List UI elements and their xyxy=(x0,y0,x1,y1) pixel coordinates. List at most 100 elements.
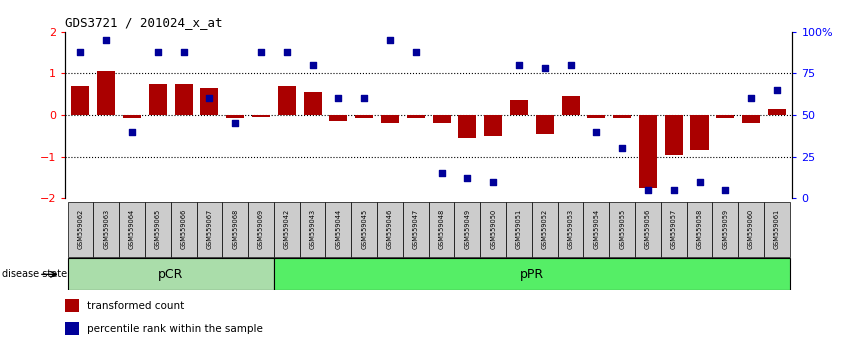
Text: GSM559065: GSM559065 xyxy=(155,209,161,249)
FancyBboxPatch shape xyxy=(377,202,403,257)
Point xyxy=(435,171,449,176)
Text: GSM559067: GSM559067 xyxy=(206,209,212,249)
Point xyxy=(461,176,475,181)
FancyBboxPatch shape xyxy=(197,202,223,257)
Text: GSM559068: GSM559068 xyxy=(232,209,238,249)
Point xyxy=(486,179,500,184)
Bar xyxy=(768,109,786,115)
Bar xyxy=(742,115,760,124)
FancyBboxPatch shape xyxy=(223,202,248,257)
FancyBboxPatch shape xyxy=(584,202,610,257)
Bar xyxy=(200,88,218,115)
Point xyxy=(615,145,629,151)
Bar xyxy=(484,115,502,136)
Text: GSM559051: GSM559051 xyxy=(516,209,522,249)
Bar xyxy=(639,115,657,188)
Bar xyxy=(536,115,553,134)
Bar xyxy=(432,115,450,124)
FancyBboxPatch shape xyxy=(558,202,584,257)
Text: GSM559069: GSM559069 xyxy=(258,209,264,249)
FancyBboxPatch shape xyxy=(120,202,145,257)
Point xyxy=(590,129,604,135)
Text: GSM559056: GSM559056 xyxy=(645,209,651,249)
Bar xyxy=(381,115,399,124)
FancyBboxPatch shape xyxy=(532,202,558,257)
FancyBboxPatch shape xyxy=(713,202,738,257)
FancyBboxPatch shape xyxy=(403,202,429,257)
Text: pCR: pCR xyxy=(158,268,184,281)
Bar xyxy=(613,115,631,118)
Text: GSM559046: GSM559046 xyxy=(387,209,393,249)
Point xyxy=(203,96,216,101)
Text: GSM559049: GSM559049 xyxy=(464,209,470,249)
FancyBboxPatch shape xyxy=(326,202,352,257)
Point xyxy=(641,187,655,193)
Point xyxy=(358,96,372,101)
Bar xyxy=(665,115,682,155)
Bar xyxy=(149,84,167,115)
Point xyxy=(564,62,578,68)
Text: GSM559064: GSM559064 xyxy=(129,209,135,249)
Text: GSM559052: GSM559052 xyxy=(542,209,548,249)
Text: GSM559048: GSM559048 xyxy=(438,209,444,249)
Text: GSM559050: GSM559050 xyxy=(490,209,496,249)
Bar xyxy=(587,115,605,118)
FancyBboxPatch shape xyxy=(455,202,481,257)
Point xyxy=(383,37,397,43)
Bar xyxy=(71,86,89,115)
Point xyxy=(229,120,242,126)
Bar xyxy=(304,92,321,115)
Bar xyxy=(278,86,296,115)
FancyBboxPatch shape xyxy=(506,202,532,257)
Bar xyxy=(123,115,141,118)
Bar xyxy=(355,115,373,118)
Bar xyxy=(65,299,80,312)
FancyBboxPatch shape xyxy=(661,202,687,257)
Text: GSM559060: GSM559060 xyxy=(748,209,754,249)
Text: GDS3721 / 201024_x_at: GDS3721 / 201024_x_at xyxy=(65,16,223,29)
FancyBboxPatch shape xyxy=(635,202,661,257)
Text: GSM559043: GSM559043 xyxy=(309,209,315,249)
Bar xyxy=(65,322,80,335)
FancyBboxPatch shape xyxy=(352,202,377,257)
FancyBboxPatch shape xyxy=(68,258,274,290)
Text: GSM559066: GSM559066 xyxy=(181,209,186,249)
Text: GSM559057: GSM559057 xyxy=(671,209,676,249)
Text: GSM559059: GSM559059 xyxy=(722,209,728,249)
Bar xyxy=(716,115,734,118)
Text: GSM559045: GSM559045 xyxy=(361,209,367,249)
Point xyxy=(100,37,113,43)
Point xyxy=(306,62,320,68)
Text: GSM559054: GSM559054 xyxy=(593,209,599,249)
Text: disease state: disease state xyxy=(2,269,67,279)
Point xyxy=(667,187,681,193)
FancyBboxPatch shape xyxy=(687,202,713,257)
Point xyxy=(719,187,733,193)
FancyBboxPatch shape xyxy=(248,202,274,257)
Point xyxy=(177,49,191,55)
Bar xyxy=(510,101,528,115)
Bar xyxy=(407,115,425,118)
Text: GSM559063: GSM559063 xyxy=(103,209,109,249)
Text: GSM559061: GSM559061 xyxy=(774,209,780,249)
Text: GSM559044: GSM559044 xyxy=(335,209,341,249)
Bar xyxy=(690,115,708,150)
Bar xyxy=(561,96,579,115)
Text: GSM559062: GSM559062 xyxy=(77,209,83,249)
Text: GSM559055: GSM559055 xyxy=(619,209,625,249)
Point xyxy=(254,49,268,55)
FancyBboxPatch shape xyxy=(300,202,326,257)
FancyBboxPatch shape xyxy=(171,202,197,257)
FancyBboxPatch shape xyxy=(481,202,506,257)
Text: percentile rank within the sample: percentile rank within the sample xyxy=(87,324,262,334)
FancyBboxPatch shape xyxy=(68,202,94,257)
FancyBboxPatch shape xyxy=(145,202,171,257)
Text: GSM559058: GSM559058 xyxy=(696,209,702,249)
FancyBboxPatch shape xyxy=(610,202,635,257)
Point xyxy=(693,179,707,184)
Bar xyxy=(175,84,192,115)
FancyBboxPatch shape xyxy=(738,202,764,257)
Text: GSM559047: GSM559047 xyxy=(413,209,419,249)
Point xyxy=(744,96,758,101)
Point xyxy=(512,62,526,68)
